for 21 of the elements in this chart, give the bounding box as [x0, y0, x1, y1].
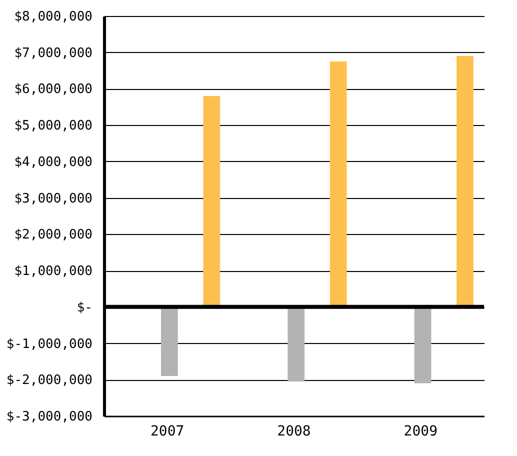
y-tick-label: $-1,000,000 — [6, 336, 92, 352]
bar — [203, 96, 220, 307]
y-tick-label: $- — [76, 300, 92, 316]
y-tick-label: $-3,000,000 — [6, 410, 92, 424]
y-tick-label: $-2,000,000 — [6, 373, 92, 388]
y-tick-label: $1,000,000 — [14, 264, 92, 280]
bar — [414, 306, 432, 384]
y-tick-label: $6,000,000 — [14, 82, 92, 98]
bar — [456, 56, 474, 307]
y-tick-label: $3,000,000 — [14, 191, 92, 206]
bar — [161, 306, 178, 376]
x-tick-label: 2009 — [404, 424, 438, 440]
y-tick-label: $8,000,000 — [14, 10, 92, 24]
bar — [288, 306, 305, 382]
y-tick-label: $4,000,000 — [14, 154, 92, 170]
y-tick-label: $5,000,000 — [14, 118, 92, 134]
x-tick-label: 2007 — [150, 424, 184, 440]
y-tick-label: $2,000,000 — [14, 228, 92, 243]
y-tick-label: $7,000,000 — [14, 46, 92, 61]
bar — [330, 61, 347, 307]
x-tick-label: 2008 — [277, 424, 311, 440]
